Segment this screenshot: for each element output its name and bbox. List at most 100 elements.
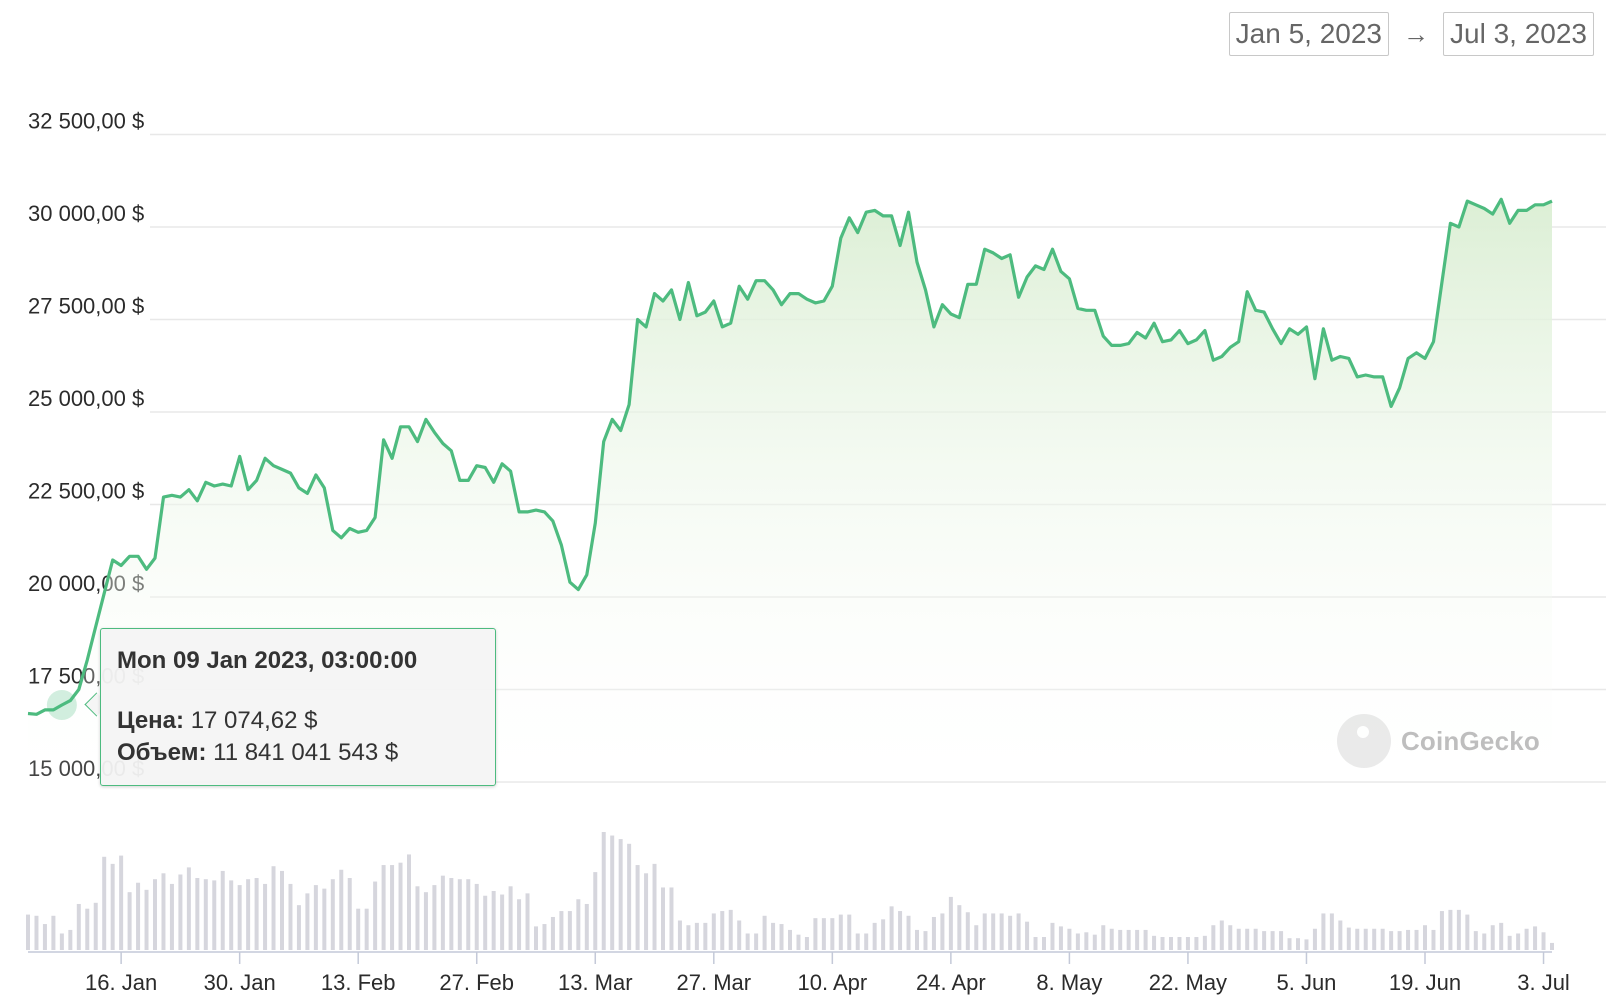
volume-bar [694, 922, 699, 950]
volume-bar [906, 915, 911, 950]
volume-bar [68, 929, 73, 950]
x-tick-label: 13. Feb [321, 970, 396, 995]
volume-bar [423, 892, 428, 950]
volume-bar [212, 880, 217, 950]
volume-bar [34, 915, 39, 950]
volume-bar [931, 916, 936, 950]
volume-bar [263, 883, 268, 950]
volume-bar [982, 913, 987, 950]
volume-bar [881, 919, 886, 950]
volume-bar [830, 918, 835, 950]
volume-bar [1355, 928, 1360, 950]
tooltip-volume-label: Объем: [117, 739, 207, 766]
volume-bar [737, 920, 742, 950]
volume-bar [1262, 931, 1267, 950]
volume-bar [1253, 928, 1258, 950]
volume-bar [288, 883, 293, 950]
volume-bar [1084, 932, 1089, 950]
price-tooltip: Mon 09 Jan 2023, 03:00:00 Цена: 17 074,6… [100, 628, 496, 786]
volume-bar [381, 865, 386, 950]
tooltip-price-value: 17 074,62 $ [190, 707, 318, 734]
volume-bar [398, 862, 403, 950]
volume-bar [525, 893, 530, 950]
volume-bar [1008, 915, 1013, 950]
volume-bar [1075, 933, 1080, 950]
volume-bar [1304, 939, 1309, 950]
volume-bar [728, 909, 733, 950]
end-date-input[interactable]: Jul 3, 2023 [1443, 12, 1594, 56]
volume-bar [1236, 928, 1241, 950]
volume-bar [550, 916, 555, 950]
volume-bar [483, 895, 488, 950]
volume-bar [889, 906, 894, 950]
date-range-picker: Jan 5, 2023 → Jul 3, 2023 [1228, 12, 1594, 56]
volume-bar [1296, 938, 1300, 950]
start-date-input[interactable]: Jan 5, 2023 [1228, 12, 1389, 56]
volume-bar [1194, 937, 1199, 950]
volume-bar [1160, 937, 1165, 950]
tooltip-volume-row: Объем: 11 841 041 543 $ [117, 737, 479, 769]
volume-bar [1465, 914, 1470, 950]
volume-bar [1380, 928, 1385, 950]
volume-bar [1118, 929, 1123, 950]
volume-bar [669, 887, 674, 950]
x-tick-label: 3. Jul [1517, 970, 1570, 995]
volume-bar [339, 869, 344, 950]
volume-bar [627, 843, 632, 950]
volume-bar [872, 922, 877, 950]
volume-bar [296, 905, 301, 950]
volume-bar [821, 918, 826, 950]
volume-bar [457, 879, 462, 950]
volume-bar [940, 913, 945, 950]
volume-bar [1185, 937, 1190, 950]
x-tick-label: 22. May [1149, 970, 1227, 995]
x-tick-label: 27. Mar [677, 970, 752, 995]
volume-bar [1219, 920, 1224, 950]
hover-marker [46, 690, 77, 721]
volume-bar [1101, 925, 1106, 950]
volume-bar [1109, 928, 1114, 950]
volume-bar [136, 882, 141, 950]
volume-bar [1372, 928, 1377, 950]
volume-bar [517, 899, 522, 950]
volume-bar [838, 914, 843, 950]
volume-bar [847, 914, 852, 950]
volume-bar [356, 908, 361, 950]
volume-bar [144, 889, 149, 950]
volume-bar [102, 856, 107, 950]
volume-bar [855, 933, 860, 950]
volume-bar [59, 933, 64, 950]
volume-bar [593, 872, 598, 950]
volume-bar [754, 933, 759, 950]
y-tick-label: 30 000,00 $ [28, 201, 144, 226]
volume-bar [1025, 921, 1030, 950]
volume-bar [923, 931, 928, 950]
volume-bar [1473, 931, 1478, 950]
volume-bar [440, 875, 445, 950]
volume-bar [364, 908, 369, 950]
volume-bar [542, 924, 547, 950]
tooltip-volume-value: 11 841 041 543 $ [213, 739, 399, 766]
y-tick-label: 25 000,00 $ [28, 386, 144, 411]
tooltip-price-row: Цена: 17 074,62 $ [117, 705, 479, 737]
volume-bar [407, 854, 411, 950]
volume-bar [771, 922, 776, 950]
volume-bar [42, 924, 47, 950]
volume-bar [390, 865, 395, 950]
volume-bar [1414, 929, 1419, 950]
volume-bar [1482, 933, 1487, 950]
volume-bar [195, 878, 200, 950]
volume-bar [788, 929, 792, 950]
volume-bar [93, 902, 98, 950]
volume-bar [745, 933, 750, 950]
volume-bar [957, 905, 962, 950]
volume-bar [1533, 926, 1538, 950]
volume-bar [254, 878, 259, 950]
volume-bar [1431, 929, 1436, 950]
volume-bar [280, 870, 284, 950]
volume-bar [474, 883, 479, 950]
volume-bar [51, 915, 56, 950]
volume-bar [576, 899, 581, 950]
volume-bar [1439, 911, 1444, 950]
